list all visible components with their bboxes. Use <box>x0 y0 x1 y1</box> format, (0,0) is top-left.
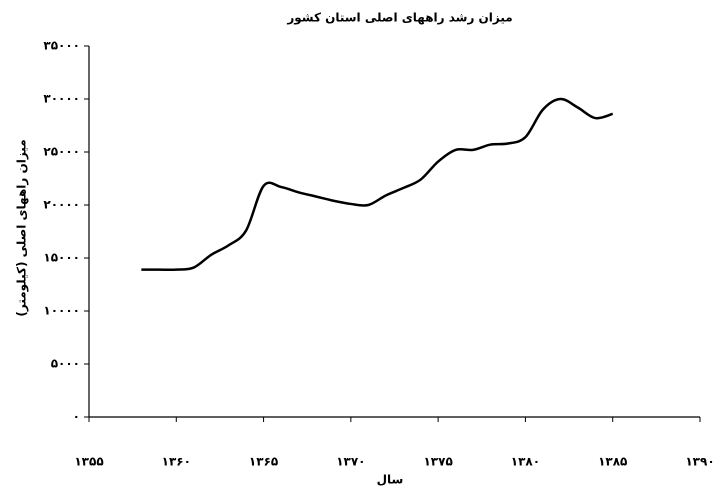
x-tick-label: ۱۳۸۰ <box>511 455 540 469</box>
x-tick-label: ۱۳۶۵ <box>249 455 278 469</box>
y-axis-label: میزان راههای اصلی (کیلومتر) <box>15 139 30 316</box>
y-tick-label: ۱۵۰۰۰ <box>43 251 80 265</box>
data-line <box>141 97 614 272</box>
x-tick-label: ۱۳۸۵ <box>598 455 627 469</box>
y-tick-label: ۲۵۰۰۰ <box>43 145 80 159</box>
x-tick-label: ۱۳۷۰ <box>336 455 365 469</box>
y-tick-label: ۲۰۰۰۰ <box>43 198 80 212</box>
x-tick-label: ۱۳۶۰ <box>162 455 191 469</box>
x-tick-label: ۱۳۷۵ <box>423 455 452 469</box>
y-tick-label: ۳۵۰۰۰ <box>43 39 80 53</box>
chart-title: میزان رشد راههای اصلی استان کشور <box>286 11 512 26</box>
y-tick-label: ۰ <box>73 410 80 424</box>
y-tick-label: ۱۰۰۰۰ <box>43 304 80 318</box>
x-tick-label: ۱۳۹۰ <box>685 455 713 469</box>
y-tick-label: ۵۰۰۰ <box>51 357 80 371</box>
x-axis-label: سال <box>377 473 404 487</box>
y-tick-label: ۳۰۰۰۰ <box>43 92 80 106</box>
x-tick-label: ۱۳۵۵ <box>74 455 103 469</box>
